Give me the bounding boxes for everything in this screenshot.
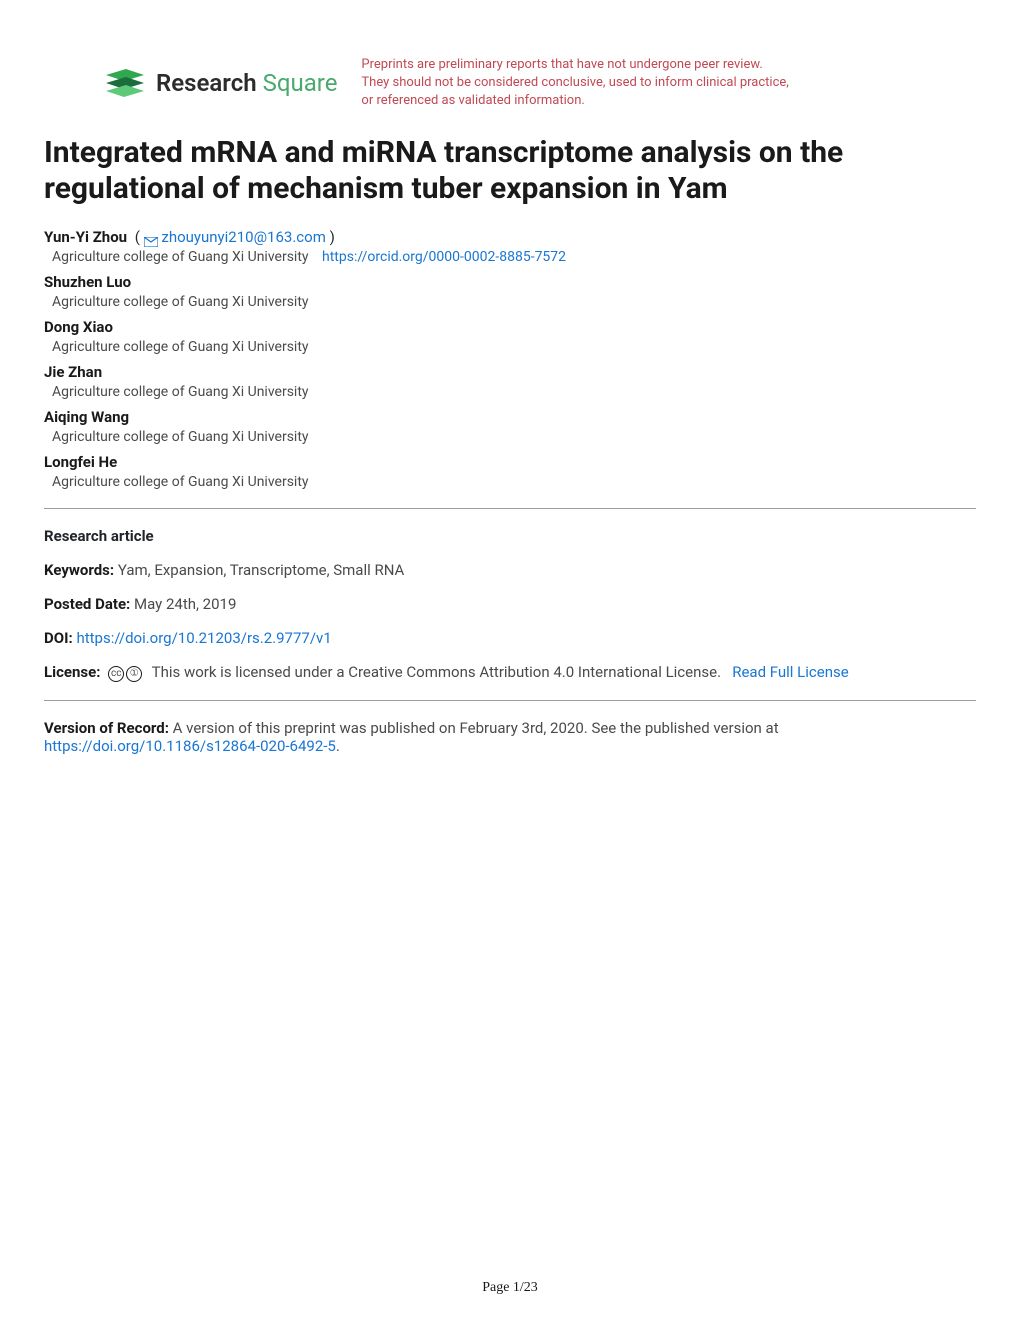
author-block: Yun-Yi Zhou ( zhouyunyi210@163.com ) Agr… <box>44 227 976 265</box>
author-name: Aiqing Wang <box>44 408 976 426</box>
author-name: Jie Zhan <box>44 363 976 381</box>
keywords-value: Yam, Expansion, Transcriptome, Small RNA <box>118 561 404 579</box>
author-block: Dong Xiao Agriculture college of Guang X… <box>44 318 976 355</box>
author-email[interactable]: zhouyunyi210@163.com <box>161 228 326 246</box>
doi-label: DOI: <box>44 629 73 647</box>
logo-text: Research Square <box>156 69 337 97</box>
license-label: License: <box>44 663 100 681</box>
doi-link[interactable]: https://doi.org/10.21203/rs.2.9777/v1 <box>76 629 331 647</box>
author-block: Jie Zhan Agriculture college of Guang Xi… <box>44 363 976 400</box>
author-name: Shuzhen Luo <box>44 273 976 291</box>
disclaimer-line3: or referenced as validated information. <box>361 92 788 110</box>
by-icon: ① <box>126 666 142 682</box>
posted-date-value: May 24th, 2019 <box>134 595 236 613</box>
author-block: Aiqing Wang Agriculture college of Guang… <box>44 408 976 445</box>
divider <box>44 700 976 701</box>
author-name: Dong Xiao <box>44 318 976 336</box>
author-affiliation: Agriculture college of Guang Xi Universi… <box>44 474 976 490</box>
doi-row: DOI: https://doi.org/10.21203/rs.2.9777/… <box>44 629 976 647</box>
author-affiliation: Agriculture college of Guang Xi Universi… <box>44 339 976 355</box>
author-affiliation: Agriculture college of Guang Xi Universi… <box>44 429 976 445</box>
posted-date-row: Posted Date: May 24th, 2019 <box>44 595 976 613</box>
author-name: Yun-Yi Zhou <box>44 228 127 246</box>
posted-date-label: Posted Date: <box>44 595 130 613</box>
license-text: This work is licensed under a Creative C… <box>152 663 721 681</box>
page-number: Page 1/23 <box>0 1280 1020 1296</box>
keywords-label: Keywords: <box>44 561 114 579</box>
cc-icon: cc <box>108 666 124 682</box>
version-label: Version of Record: <box>44 719 169 737</box>
version-suffix: . <box>336 737 340 755</box>
version-of-record-row: Version of Record: A version of this pre… <box>44 719 976 755</box>
divider <box>44 508 976 509</box>
logo-text-square: Square <box>263 69 338 97</box>
license-icons: cc① <box>108 664 144 682</box>
email-icon <box>144 233 158 243</box>
disclaimer-line1: Preprints are preliminary reports that h… <box>361 56 788 74</box>
disclaimer-line2: They should not be considered conclusive… <box>361 74 788 92</box>
author-affiliation: Agriculture college of Guang Xi Universi… <box>44 294 976 310</box>
version-link[interactable]: https://doi.org/10.1186/s12864-020-6492-… <box>44 737 336 755</box>
affiliation-text: Agriculture college of Guang Xi Universi… <box>52 249 309 265</box>
author-name: Longfei He <box>44 453 976 471</box>
license-row: License: cc① This work is licensed under… <box>44 663 976 682</box>
preprint-disclaimer: Preprints are preliminary reports that h… <box>361 56 788 111</box>
author-affiliation: Agriculture college of Guang Xi Universi… <box>44 249 976 265</box>
author-corresponding: ( zhouyunyi210@163.com ) <box>131 228 335 246</box>
keywords-row: Keywords: Yam, Expansion, Transcriptome,… <box>44 561 976 579</box>
orcid-link[interactable]: https://orcid.org/0000-0002-8885-7572 <box>322 249 566 265</box>
version-text: A version of this preprint was published… <box>173 719 779 737</box>
article-title: Integrated mRNA and miRNA transcriptome … <box>44 135 976 207</box>
logo-text-research: Research <box>156 69 257 97</box>
author-block: Shuzhen Luo Agriculture college of Guang… <box>44 273 976 310</box>
license-link[interactable]: Read Full License <box>732 663 848 681</box>
author-block: Longfei He Agriculture college of Guang … <box>44 453 976 490</box>
logo-mark-icon <box>104 67 146 99</box>
header-row: Research Square Preprints are preliminar… <box>44 56 976 111</box>
author-affiliation: Agriculture college of Guang Xi Universi… <box>44 384 976 400</box>
logo: Research Square <box>44 67 337 99</box>
article-type: Research article <box>44 527 976 545</box>
